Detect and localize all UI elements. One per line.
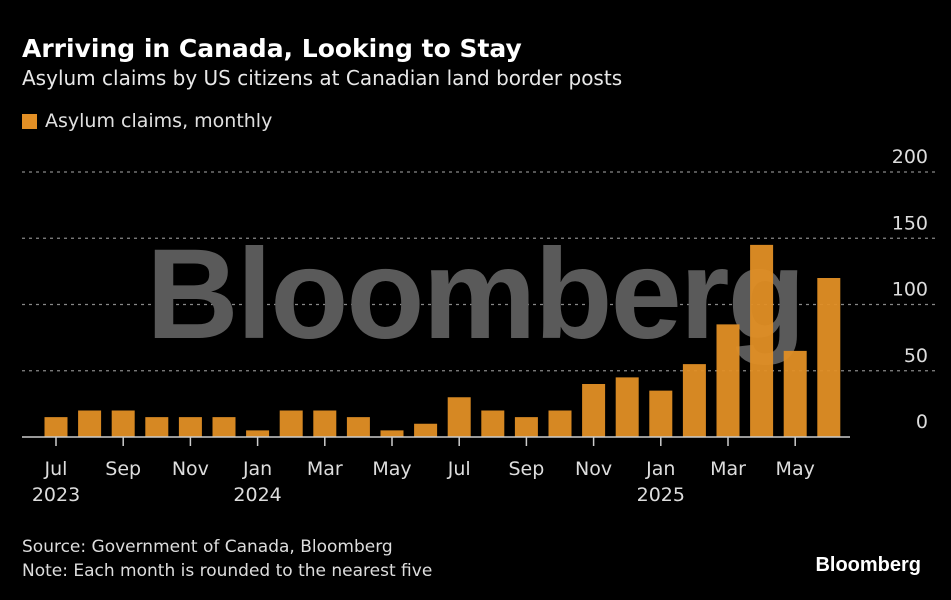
bar (414, 423, 438, 437)
x-tick-year: 2023 (32, 484, 80, 506)
chart-title: Arriving in Canada, Looking to Stay (22, 34, 522, 63)
y-tick-label: 100 (892, 279, 928, 301)
source-note: Source: Government of Canada, Bloomberg (22, 537, 393, 557)
bar (78, 410, 102, 437)
bar (649, 390, 673, 437)
bar (380, 430, 404, 437)
bar (44, 417, 68, 437)
rounding-note: Note: Each month is rounded to the neare… (22, 561, 433, 581)
bar (514, 417, 538, 437)
bar (783, 350, 807, 437)
y-tick-label: 50 (904, 345, 928, 367)
x-tick-year: 2025 (637, 484, 685, 506)
bar (212, 417, 236, 437)
bar (750, 244, 774, 437)
x-tick-label: May (372, 458, 411, 480)
bar (145, 417, 169, 437)
y-tick-label: 200 (892, 146, 928, 168)
bar (246, 430, 270, 437)
bar (346, 417, 370, 437)
chart-subtitle: Asylum claims by US citizens at Canadian… (22, 66, 623, 90)
x-tick-label: Sep (105, 458, 141, 480)
x-tick-label: Jul (44, 458, 68, 480)
x-tick-label: Jan (645, 458, 675, 480)
y-tick-label: 0 (916, 411, 928, 433)
bar (716, 324, 740, 437)
legend-label: Asylum claims, monthly (45, 110, 273, 132)
bar (313, 410, 337, 437)
bar (481, 410, 505, 437)
x-tick-label: Sep (508, 458, 544, 480)
bar (817, 278, 841, 437)
x-tick-label: Mar (710, 458, 746, 480)
bar (279, 410, 303, 437)
bar (615, 377, 639, 437)
x-tick-label: Jan (242, 458, 272, 480)
bar (582, 384, 606, 437)
x-tick-label: Mar (307, 458, 343, 480)
x-tick-label: May (776, 458, 815, 480)
bloomberg-watermark: Bloomberg (146, 223, 804, 366)
brand-logo: Bloomberg (815, 554, 921, 576)
bar (111, 410, 135, 437)
legend: Asylum claims, monthly (22, 110, 272, 132)
x-tick-year: 2024 (233, 484, 281, 506)
legend-swatch (22, 113, 37, 129)
bar (682, 364, 706, 437)
x-tick-label: Nov (575, 458, 612, 480)
bar (548, 410, 572, 437)
bar (447, 397, 471, 437)
x-tick-label: Nov (172, 458, 209, 480)
x-tick-label: Jul (447, 458, 471, 480)
y-tick-label: 150 (892, 212, 928, 234)
bar (178, 417, 202, 437)
